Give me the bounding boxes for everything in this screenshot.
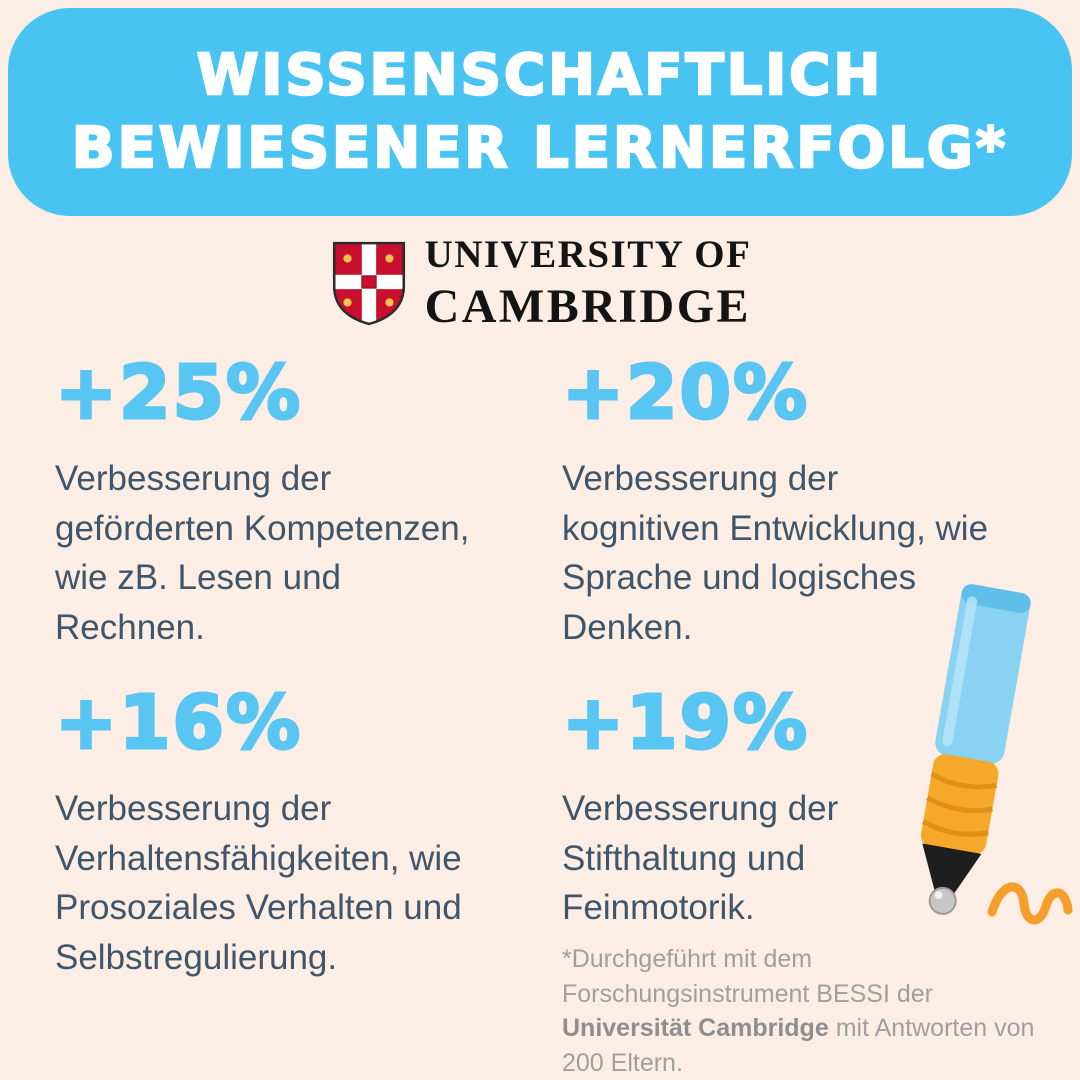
cambridge-shield-icon — [332, 241, 405, 326]
stat-value: +20% — [561, 349, 810, 438]
header-title-line1: WISSENSCHAFTLICH — [196, 42, 884, 110]
header-banner: WISSENSCHAFTLICH BEWIESENER LERNERFOLG* — [8, 8, 1072, 216]
header-title-line2: BEWIESENER LERNERFOLG* — [71, 115, 1009, 183]
footnote-text: *Durchgeführt mit dem Forschungsinstrume… — [562, 945, 933, 1008]
stat-block-behavioral: +16% Verbesserung der Verhaltensfähigkei… — [54, 679, 495, 983]
study-footnote: *Durchgeführt mit dem Forschungsinstrume… — [562, 942, 1040, 1080]
cambridge-logo: UNIVERSITY OF CAMBRIDGE — [0, 232, 1080, 334]
stat-value: +25% — [54, 349, 303, 438]
footnote-bold-text: Universität Cambridge — [562, 1014, 829, 1042]
logo-text-cambridge: CAMBRIDGE — [424, 280, 752, 333]
stat-text: Verbesserung der geförderten Kompetenzen… — [55, 459, 470, 648]
stat-value: +19% — [561, 679, 810, 768]
stat-value: +16% — [54, 679, 303, 768]
logo-text-university-of: UNIVERSITY OF — [424, 233, 752, 276]
stat-text: Verbesserung der Verhaltensfähigkeiten, … — [55, 789, 462, 978]
footnote-text: mit Antworten von 200 Eltern. — [562, 1014, 1035, 1077]
stat-block-motor-skills: +19% Verbesserung der Stifthaltung und F… — [561, 679, 1002, 933]
orange-scribble-line — [987, 882, 1073, 925]
cambridge-logo-text: UNIVERSITY OF CAMBRIDGE — [425, 232, 752, 334]
stat-text: Verbesserung der Stifthaltung und Feinmo… — [562, 789, 839, 928]
stat-block-competencies: +25% Verbesserung der geförderten Kompet… — [54, 349, 495, 653]
stat-block-cognitive: +20% Verbesserung der kognitiven Entwick… — [561, 349, 1002, 653]
stat-text: Verbesserung der kognitiven Entwicklung,… — [562, 459, 989, 648]
